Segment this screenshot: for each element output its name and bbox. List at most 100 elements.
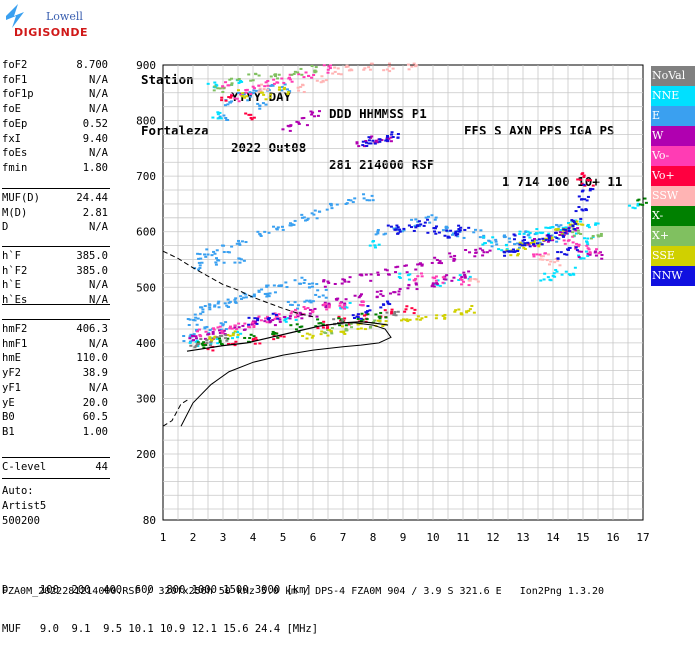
echo-point <box>372 240 376 243</box>
echo-point <box>344 324 348 327</box>
echo-point <box>412 312 416 315</box>
echo-point <box>249 333 253 336</box>
param-row-fof1p: foF1p N/A <box>2 87 108 101</box>
echo-point <box>586 252 590 255</box>
echo-point <box>320 75 324 78</box>
echo-point <box>265 295 269 298</box>
echo-point <box>580 182 584 185</box>
echo-point <box>413 308 417 311</box>
echo-point <box>230 245 234 248</box>
echo-point <box>404 308 408 311</box>
echo-point <box>597 235 601 238</box>
echo-point <box>360 304 364 307</box>
echo-point <box>369 142 373 145</box>
echo-point <box>579 232 583 235</box>
param-row-yf1: yF1 N/A <box>2 381 108 395</box>
echo-point <box>445 274 449 277</box>
echo-point <box>574 229 578 232</box>
echo-point <box>437 262 441 265</box>
logo-bolt-icon <box>6 4 24 28</box>
echo-point <box>221 324 225 327</box>
echo-point <box>561 234 565 237</box>
echo-point <box>490 241 494 244</box>
auto-artist-version: Artist5 <box>2 500 47 512</box>
echo-point <box>335 203 339 206</box>
param-value: N/A <box>89 103 108 116</box>
echo-point <box>485 251 489 254</box>
echo-point <box>252 116 256 119</box>
echo-point <box>478 236 482 239</box>
echo-point <box>342 304 346 307</box>
echo-point <box>271 319 275 322</box>
echo-point <box>568 274 572 277</box>
echo-point <box>213 304 217 307</box>
echo-point <box>218 339 222 342</box>
echo-point <box>537 238 541 241</box>
echo-point <box>293 219 297 222</box>
echo-point <box>205 338 209 341</box>
echo-point <box>403 310 407 313</box>
echo-point <box>304 71 308 74</box>
echo-point <box>643 197 647 200</box>
echo-point <box>443 317 447 320</box>
echo-point <box>559 228 563 231</box>
echo-point <box>268 319 272 322</box>
echo-point <box>507 237 511 240</box>
echo-point <box>376 232 380 235</box>
echo-point <box>416 275 420 278</box>
echo-point <box>432 230 436 233</box>
echo-point <box>434 232 438 235</box>
echo-point <box>495 243 499 246</box>
echo-point <box>244 91 248 94</box>
echo-point <box>520 244 524 247</box>
echo-point <box>459 312 463 315</box>
param-name: foF1 <box>2 73 28 86</box>
echo-point <box>258 107 262 110</box>
echo-point <box>282 335 286 338</box>
param-value: 44 <box>95 461 108 473</box>
echo-point <box>216 326 220 329</box>
echo-point <box>271 330 275 333</box>
echo-point <box>420 275 424 278</box>
footer-table: D 100 200 400 600 800 1000 1500 3000 [km… <box>2 558 318 649</box>
x-tick-label: 1 <box>160 531 167 544</box>
echo-point <box>417 263 421 266</box>
echo-point <box>599 232 603 235</box>
echo-point <box>299 313 303 316</box>
echo-point <box>348 276 352 279</box>
echo-point <box>414 226 418 229</box>
echo-point <box>393 228 397 231</box>
param-name: fmin <box>2 161 28 174</box>
echo-point <box>226 337 230 340</box>
echo-point <box>264 98 268 101</box>
echo-point <box>317 322 321 325</box>
param-row-md: M(D) 2.81 <box>2 206 108 220</box>
echo-point <box>574 222 578 225</box>
param-value: N/A <box>89 221 108 234</box>
echo-point <box>588 189 592 192</box>
echo-point <box>443 316 447 319</box>
echo-point <box>343 302 347 305</box>
echo-point <box>280 86 284 89</box>
echo-point <box>368 199 372 202</box>
echo-point <box>383 309 387 312</box>
footer-file-info: FZA0M_2022281214000.RSF / 320fx256h 50 k… <box>2 586 605 597</box>
echo-point <box>246 99 250 102</box>
echo-point <box>396 310 400 313</box>
echo-point <box>474 228 478 231</box>
echo-point <box>337 315 341 318</box>
electron-density-profile <box>180 322 392 427</box>
echo-point <box>533 238 537 241</box>
param-name: h`F2 <box>2 264 28 277</box>
echo-point <box>582 176 586 179</box>
echo-point <box>257 290 261 293</box>
echo-point <box>443 313 447 316</box>
echo-point <box>225 304 229 307</box>
x-tick-label: 12 <box>486 531 499 544</box>
echo-point <box>189 344 193 347</box>
echo-point <box>278 317 282 320</box>
legend-item-nne: NNE <box>651 86 695 106</box>
echo-point <box>278 318 282 321</box>
echo-point <box>575 249 579 252</box>
echo-point <box>337 317 341 320</box>
